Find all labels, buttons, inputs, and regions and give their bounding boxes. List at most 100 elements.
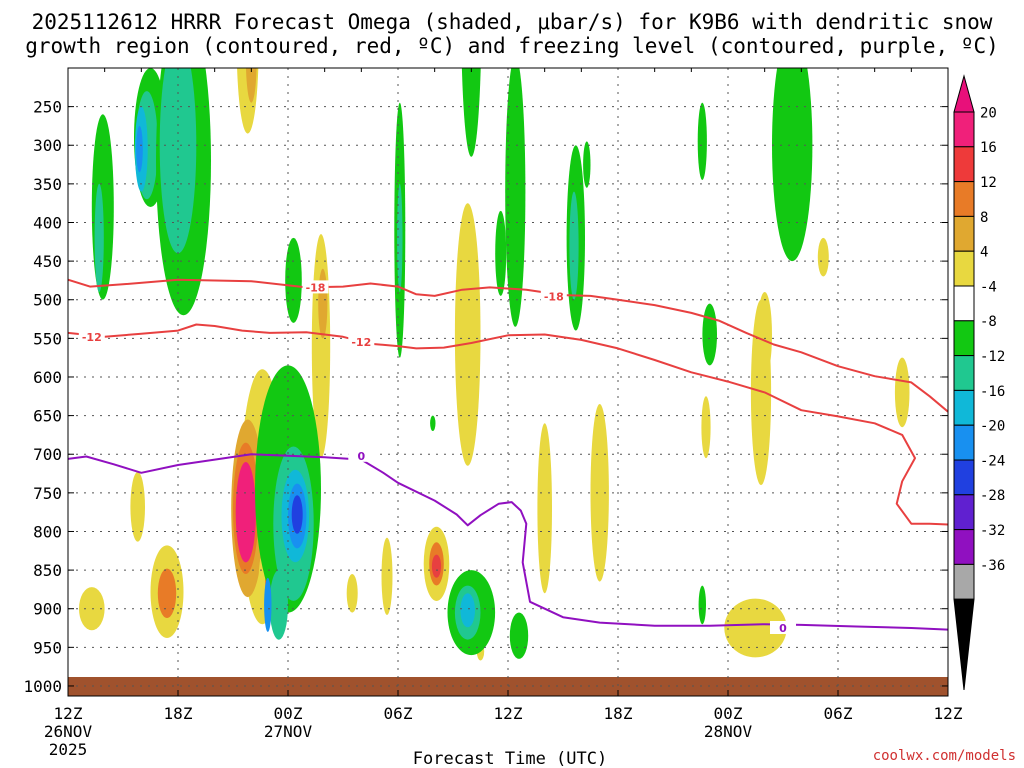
chart-title-line-2: growth region (contoured, red, ºC) and f… (25, 34, 999, 58)
colorbar-label: 16 (980, 140, 997, 156)
omega-blob (318, 268, 328, 339)
omega-blob (235, 462, 256, 563)
omega-blob (431, 554, 442, 578)
colorbar-label: -24 (980, 453, 1005, 469)
colorbar-swatch (953, 459, 975, 496)
contour-label-bg (302, 280, 329, 294)
x-tick-label: 12Z (54, 704, 83, 723)
contour-label: 0 (779, 622, 787, 635)
colorbar-label: 8 (980, 210, 988, 226)
x-axis-label: Forecast Time (UTC) (413, 749, 607, 768)
y-axis: 250 300 350 400 450 500 550 600 650 700 750 800 850 9… (23, 98, 948, 696)
y-tick-label: 800 (33, 523, 62, 542)
omega-shading-layer (79, 68, 910, 661)
colorbar-label: 20 (980, 105, 997, 121)
omega-blob (537, 423, 552, 594)
colorbar-swatch (953, 250, 975, 287)
omega-blob (291, 495, 303, 534)
colorbar-swatch (953, 181, 975, 217)
y-tick-label: 600 (33, 368, 62, 387)
omega-blob (264, 577, 272, 632)
omega-blob (381, 537, 393, 615)
y-tick-label: 750 (33, 484, 62, 503)
x-tick-date-label: 26NOV (44, 722, 93, 741)
colorbar-swatch (953, 563, 975, 600)
omega-blob (569, 191, 579, 300)
omega-blob (817, 237, 829, 277)
y-tick-label: 350 (33, 175, 62, 194)
contour-line-0 (68, 453, 948, 631)
omega-blob (698, 585, 706, 625)
colorbar-label: -16 (980, 384, 1005, 400)
y-tick-label: 900 (33, 600, 62, 619)
omega-blob (724, 598, 787, 658)
y-tick-label: 250 (33, 98, 62, 117)
omega-blob (894, 357, 910, 428)
contour-label: -18 (544, 291, 564, 304)
colorbar-swatch (953, 215, 975, 252)
colorbar-swatch (953, 111, 975, 148)
y-tick-label: 400 (33, 214, 62, 233)
x-tick-label: 06Z (384, 704, 413, 723)
chart-title-line-1: 2025112612 HRRR Forecast Omega (shaded, … (32, 10, 993, 34)
x-tick-label: 12Z (934, 704, 963, 723)
omega-blob (583, 141, 591, 188)
colorbar-label: 12 (980, 175, 997, 191)
omega-blob (697, 102, 707, 180)
omega-blob (157, 568, 177, 618)
colorbar-label: 4 (980, 245, 988, 261)
colorbar-swatch (953, 424, 975, 461)
y-tick-label: 300 (33, 136, 62, 155)
omega-blob (397, 183, 403, 292)
omega-blob (772, 68, 813, 262)
x-tick-year-label: 2025 (49, 740, 88, 759)
colorbar-label: -36 (980, 558, 1005, 574)
colorbar-label: -4 (980, 279, 997, 295)
y-tick-label: 450 (33, 252, 62, 271)
y-tick-label: 550 (33, 329, 62, 348)
contour-label-bg (348, 335, 375, 349)
colorbar-swatch (953, 355, 975, 391)
colorbar-top-triangle (953, 74, 975, 113)
omega-blob (509, 612, 529, 659)
x-tick-label: 06Z (824, 704, 853, 723)
contour-line-minus12 (68, 323, 948, 526)
omega-blob (94, 183, 104, 292)
y-tick-label: 850 (33, 561, 62, 580)
x-tick-label: 18Z (604, 704, 633, 723)
colorbar-label: -20 (980, 419, 1005, 435)
omega-blob (702, 303, 717, 366)
omega-blob (159, 68, 197, 254)
colorbar-swatch (953, 320, 975, 357)
colorbar-label: -28 (980, 488, 1005, 504)
omega-blob (285, 237, 302, 323)
colorbar-swatch (953, 389, 975, 426)
colorbar-swatch (953, 146, 975, 183)
omega-blob (590, 404, 609, 582)
omega-blob (79, 587, 105, 631)
x-tick-date-label: 27NOV (264, 722, 313, 741)
contour-label: -12 (351, 336, 371, 349)
source-credit: coolwx.com/models (873, 748, 1016, 764)
contour-label-bg (348, 448, 375, 462)
x-tick-date-label: 28NOV (704, 722, 753, 741)
colorbar-label: -8 (980, 314, 997, 330)
contour-label: -18 (306, 281, 326, 294)
colorbar-swatch (953, 529, 975, 565)
contour-label-bg (540, 289, 567, 303)
omega-blob (495, 210, 507, 296)
y-tick-label: 650 (33, 407, 62, 426)
contour-label-bg (770, 621, 796, 634)
omega-blob (130, 472, 145, 542)
omega-blob (269, 570, 288, 640)
y-tick-label: 700 (33, 445, 62, 464)
colorbar-label: -12 (980, 349, 1005, 365)
omega-blob (701, 396, 711, 459)
omega-blob (245, 68, 257, 103)
y-tick-label: 950 (33, 638, 62, 657)
colorbar: 20 16 12 8 4 -4 -8 -12 -16 -20 -24 -28 -32 -36 (953, 74, 1005, 691)
omega-blob (454, 203, 481, 466)
omega-blob (505, 68, 526, 327)
